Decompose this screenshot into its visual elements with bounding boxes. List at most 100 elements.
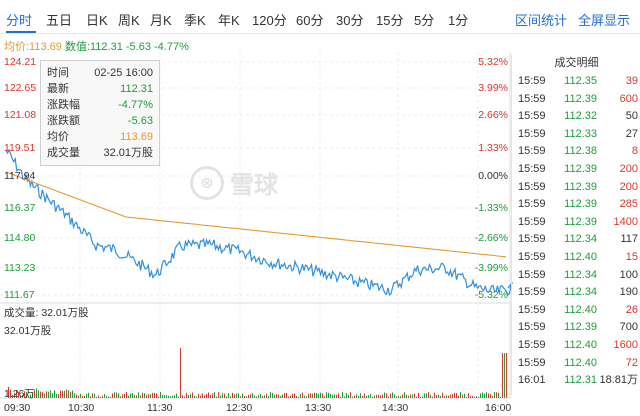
tab-4[interactable]: 月K — [150, 13, 172, 28]
trade-volume: 39 — [625, 75, 638, 87]
volume-bar — [208, 392, 209, 398]
volume-bar — [238, 393, 239, 398]
tab-3[interactable]: 周K — [118, 13, 140, 28]
volume-bar — [460, 392, 461, 398]
volume-bar — [144, 393, 145, 398]
volume-bar — [10, 389, 11, 398]
trade-price: 112.39 — [564, 92, 597, 105]
volume-bar — [268, 395, 269, 398]
watermark-logo-icon: ⊗ — [190, 165, 224, 200]
volume-bar — [164, 395, 165, 398]
volume-bar — [490, 394, 491, 398]
tab-12[interactable]: 1分 — [448, 13, 469, 28]
volume-bar — [482, 392, 483, 398]
volume-bar — [120, 396, 121, 398]
tab-fullscreen[interactable]: 全屏显示 — [578, 13, 631, 28]
volume-bar — [350, 392, 351, 398]
tab-5[interactable]: 季K — [184, 13, 206, 28]
volume-bar — [172, 395, 173, 398]
volume-bar — [308, 393, 309, 398]
tab-2[interactable]: 日K — [86, 13, 108, 28]
volume-bar — [344, 396, 345, 398]
tab-9[interactable]: 30分 — [336, 13, 364, 28]
volume-bar — [200, 396, 201, 398]
trade-time: 15:59 — [518, 339, 546, 351]
volume-bar — [90, 396, 91, 398]
volume-bar — [448, 395, 449, 398]
volume-bar — [454, 392, 455, 398]
tooltip-row: 涨跌额 -5.63 — [47, 113, 153, 129]
tab-range-stats[interactable]: 区间统计 — [515, 13, 568, 28]
volume-bar — [456, 392, 457, 398]
volume-bar — [444, 396, 445, 398]
volume-bar — [132, 393, 133, 398]
volume-bar — [184, 396, 185, 398]
tab-0[interactable]: 分时 — [6, 13, 33, 28]
time-tick-label: 10:30 — [68, 402, 95, 414]
info-bar: 均价:113.69 数值:112.31 -5.63 -4.77% — [4, 38, 189, 54]
trade-volume: 15 — [625, 251, 638, 263]
volume-bar — [128, 395, 129, 398]
volume-bar — [88, 392, 89, 398]
volume-bar — [394, 394, 395, 398]
volume-bar — [134, 395, 135, 398]
volume-bar — [166, 395, 167, 398]
trade-volume: 200 — [619, 163, 638, 175]
volume-bar — [130, 393, 131, 398]
volume-bar — [342, 392, 343, 398]
volume-bar — [292, 393, 293, 398]
volume-bar — [32, 394, 33, 398]
trade-row: 16:01 112.31 18.81万 — [512, 371, 640, 389]
trade-time: 15:59 — [518, 75, 546, 87]
volume-bar — [382, 394, 383, 398]
volume-bar — [170, 396, 171, 398]
volume-bar — [192, 392, 193, 398]
volume-bar — [54, 390, 55, 398]
volume-bar — [470, 396, 471, 398]
volume-bar — [194, 395, 195, 398]
volume-bar — [398, 395, 399, 398]
trade-time: 15:59 — [518, 356, 546, 369]
volume-bar — [70, 392, 71, 398]
tab-8[interactable]: 60分 — [296, 13, 324, 28]
price-line — [5, 148, 514, 297]
tooltip-key: 涨跌额 — [47, 115, 80, 127]
volume-bar — [346, 393, 347, 398]
volume-bar — [328, 392, 329, 398]
time-tick-label: 11:30 — [147, 402, 173, 414]
volume-bar — [406, 394, 407, 398]
trade-price: 112.39 — [564, 215, 597, 228]
volume-bar — [326, 392, 327, 398]
volume-bar — [360, 393, 361, 398]
volume-bar — [334, 394, 335, 398]
pct-tick-label: -2.66% — [474, 232, 508, 244]
tab-10[interactable]: 15分 — [376, 13, 404, 28]
volume-bar — [430, 394, 431, 398]
volume-bar — [322, 393, 323, 398]
trade-price: 112.38 — [564, 145, 597, 158]
volume-bar — [40, 391, 41, 398]
volume-bar — [188, 394, 189, 398]
volume-bar — [20, 395, 21, 398]
tab-1[interactable]: 五日 — [46, 13, 73, 28]
volume-bar — [376, 394, 377, 398]
tab-11[interactable]: 5分 — [414, 13, 435, 28]
trade-row: 15:59 112.34 190 — [512, 283, 640, 301]
volume-bar — [502, 353, 503, 398]
volume-bar — [316, 393, 317, 398]
volume-bar — [8, 386, 9, 398]
trade-row: 15:59 112.32 50 — [512, 107, 640, 125]
volume-bar — [300, 394, 301, 398]
volume-bar — [262, 395, 263, 398]
volume-bar — [110, 396, 111, 398]
tab-6[interactable]: 年K — [218, 13, 240, 28]
trade-row: 15:59 112.38 8 — [512, 142, 640, 160]
volume-bar — [324, 396, 325, 398]
volume-bar — [348, 394, 349, 398]
trade-time: 15:59 — [518, 92, 546, 105]
volume-bar — [136, 395, 137, 398]
tab-7[interactable]: 120分 — [252, 13, 287, 28]
price-tick-label: 119.51 — [4, 142, 36, 154]
volume-bar — [56, 393, 57, 398]
volume-bar — [242, 393, 243, 398]
